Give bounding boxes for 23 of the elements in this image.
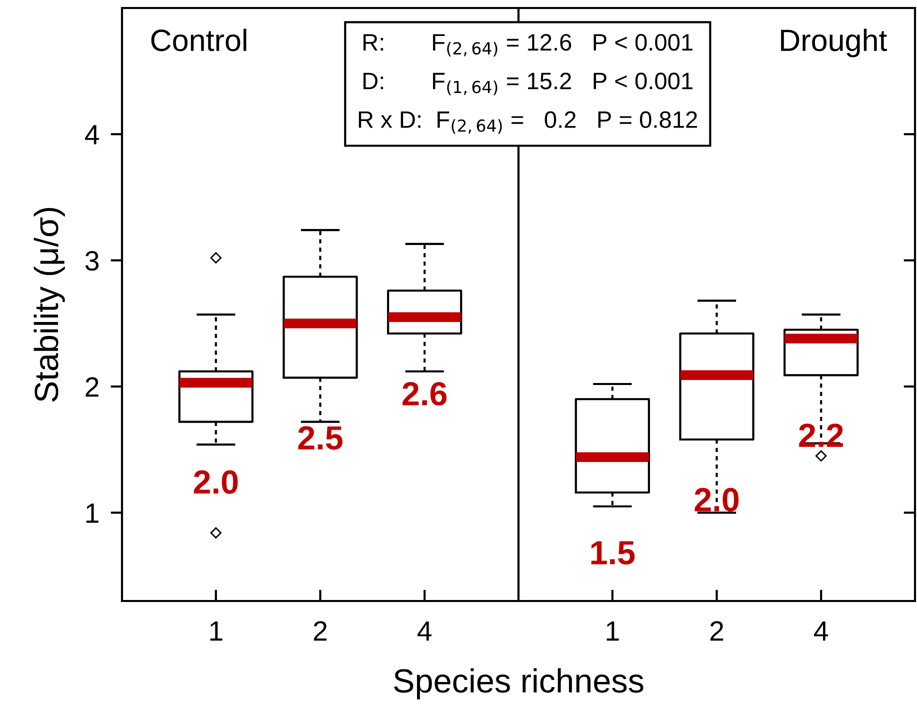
y-tick-label: 3 — [85, 251, 99, 271]
text: Drought — [781, 28, 888, 58]
annotation: 1.5 — [591, 541, 635, 565]
y-tick-label: 4 — [84, 125, 99, 144]
x-tick-label: 2 — [710, 621, 724, 641]
x-tick-label: 2 — [314, 621, 327, 641]
annotation: 2.6 — [402, 382, 447, 406]
y-axis-title: Stability (μ/σ) — [34, 208, 65, 402]
annotation: 2.0 — [194, 470, 238, 494]
x-tick-label: 1 — [606, 621, 619, 641]
text: Control — [151, 28, 246, 52]
x-tick-label: 4 — [418, 621, 432, 641]
annotation: D: F$_{(1,64)}$ = 15.2 P < 0.001 — [364, 72, 692, 96]
x-axis-title: Species richness — [394, 668, 644, 700]
x-tick-label: 4 — [814, 621, 828, 641]
x-tick-label: 1 — [210, 621, 222, 641]
y-tick-label: 1 — [86, 504, 98, 523]
y-tick-label: 2 — [86, 377, 98, 397]
annotation: 2.5 — [298, 426, 342, 450]
annotation: R x D: F$_{(2,64)}$ = 0.2 P = 0.812 — [358, 111, 697, 134]
annotation: 2.0 — [694, 488, 739, 512]
annotation: 2.2 — [799, 424, 843, 447]
annotation: R: F$_{(2,64)}$ = 12.6 P < 0.001 — [364, 34, 692, 57]
